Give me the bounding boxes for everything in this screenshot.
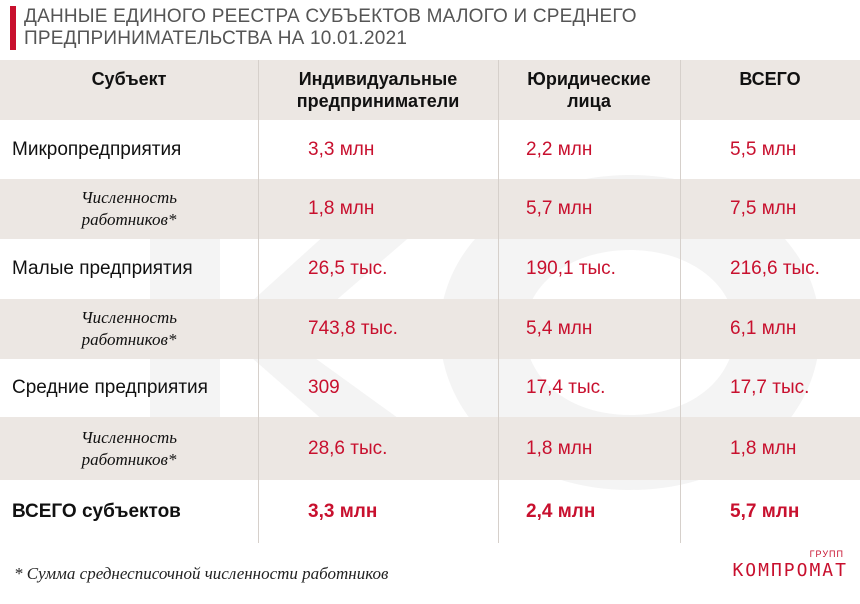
header-total-text: ВСЕГО <box>739 69 801 89</box>
value-ul: 17,4 тыс. <box>526 377 606 398</box>
value-ip: 1,8 млн <box>308 198 375 219</box>
header-legal-entities-text: Юридические <box>527 69 651 89</box>
row-label-text: Численность <box>80 427 178 447</box>
title-accent-bar <box>10 6 16 50</box>
value-total: 6,1 млн <box>730 318 797 339</box>
value-total: 216,6 тыс. <box>730 258 820 279</box>
row-label: Малые предприятия <box>0 239 258 299</box>
value-ul: 2,4 млн <box>526 500 596 522</box>
value-total: 17,7 тыс. <box>730 377 810 398</box>
table-row: Численность работников* 1,8 млн 5,7 млн 7,5 … <box>0 179 860 239</box>
value-ip: 3,3 млн <box>308 500 378 522</box>
header-legal-entities: Юридические лица <box>498 60 680 120</box>
value-total: 5,5 млн <box>730 138 797 160</box>
row-label: ВСЕГО субъектов <box>0 480 258 543</box>
table-row: Численность работников* 743,8 тыс. 5,4 млн 6… <box>0 299 860 359</box>
row-label-text: Численность <box>80 308 178 327</box>
row-label-text: ВСЕГО субъектов <box>12 500 181 522</box>
value-ul: 5,7 млн <box>526 198 593 219</box>
header-individual-entrepreneurs-text: Индивидуальные <box>298 69 458 89</box>
table-header-row: Субъект Индивидуальные предприниматели Юрид… <box>0 60 860 120</box>
column-divider <box>498 60 499 543</box>
table-row: Средние предприятия 309 17,4 тыс. 17,7 тыс. <box>0 359 860 417</box>
logo-kompromat: КОМПРОМАТ <box>732 560 848 581</box>
row-label-text: Средние предприятия <box>12 377 208 398</box>
header-subject-text: Субъект <box>91 69 167 89</box>
footnote: * Сумма среднесписочной численности рабо… <box>14 564 389 583</box>
row-label-text-2: работников* <box>81 449 177 469</box>
value-total: 5,7 млн <box>730 500 800 522</box>
row-label-text: Микропредприятия <box>12 138 182 160</box>
header-legal-entities-text: лица <box>567 91 611 111</box>
header-subject: Субъект <box>0 60 258 120</box>
row-label: Численность работников* <box>0 299 258 359</box>
header-total: ВСЕГО <box>680 60 860 120</box>
value-ul: 1,8 млн <box>526 437 593 459</box>
value-ip: 309 <box>308 377 340 398</box>
table-row: Малые предприятия 26,5 тыс. 190,1 тыс. 216,… <box>0 239 860 299</box>
table-row: Микропредприятия 3,3 млн 2,2 млн 5,5 млн <box>0 120 860 179</box>
value-ip: 26,5 тыс. <box>308 258 388 279</box>
column-divider <box>258 60 259 543</box>
header-individual-entrepreneurs-text: предприниматели <box>296 91 460 111</box>
value-ip: 28,6 тыс. <box>308 437 388 459</box>
value-ip: 3,3 млн <box>308 138 375 160</box>
row-label: Численность работников* <box>0 179 258 239</box>
row-label: Микропредприятия <box>0 120 258 179</box>
page-title: ДАННЫЕ ЕДИНОГО РЕЕСТРА СУБЪЕКТОВ МАЛОГО … <box>24 6 844 50</box>
row-label: Средние предприятия <box>0 359 258 417</box>
row-label-text: Численность <box>80 188 178 207</box>
header-individual-entrepreneurs: Индивидуальные предприниматели <box>258 60 498 120</box>
value-ul: 5,4 млн <box>526 318 593 339</box>
title-line-1: ДАННЫЕ ЕДИНОГО РЕЕСТРА СУБЪЕКТОВ МАЛОГО … <box>24 6 637 27</box>
title-line-2: ПРЕДПРИНИМАТЕЛЬСТВА НА 10.01.2021 <box>24 28 408 49</box>
value-total: 1,8 млн <box>730 437 797 459</box>
column-divider <box>680 60 681 543</box>
table-row: Численность работников* 28,6 тыс. 1,8 млн 1,… <box>0 417 860 480</box>
row-label-text-2: работников* <box>81 330 177 349</box>
logo-superscript: ГРУПП <box>809 549 844 559</box>
row-label-text: Малые предприятия <box>12 258 193 279</box>
value-ip: 743,8 тыс. <box>308 318 398 339</box>
value-ul: 190,1 тыс. <box>526 258 616 279</box>
value-total: 7,5 млн <box>730 198 797 219</box>
row-label-text-2: работников* <box>81 210 177 229</box>
row-label: Численность работников* <box>0 417 258 480</box>
value-ul: 2,2 млн <box>526 138 593 160</box>
table-row: ВСЕГО субъектов 3,3 млн 2,4 млн 5,7 млн <box>0 480 860 543</box>
